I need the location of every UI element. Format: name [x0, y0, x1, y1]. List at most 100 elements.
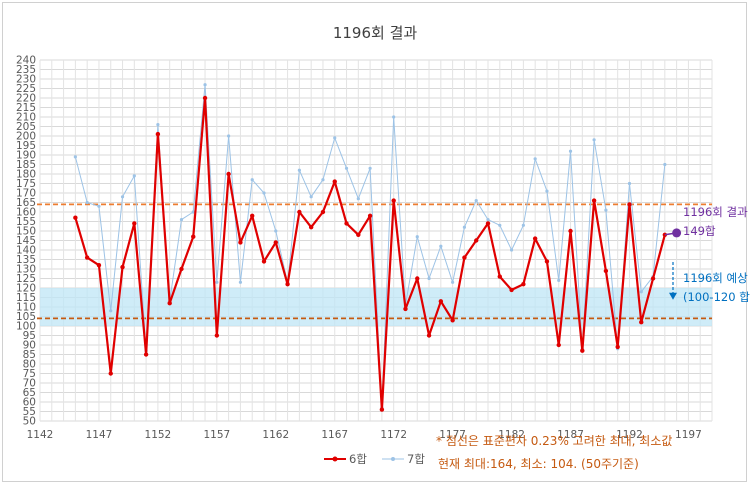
y-tick-label: 215: [16, 102, 36, 114]
series-7-point: [533, 157, 537, 161]
series-7-point: [333, 136, 337, 140]
series-6-point: [285, 282, 290, 287]
series-6-point: [379, 407, 385, 412]
series-6-point: [73, 215, 78, 220]
series-6-point: [297, 209, 302, 215]
series-6-point: [474, 238, 479, 243]
y-tick-label: 235: [16, 64, 36, 76]
series-7-point: [663, 162, 667, 167]
series-6-point: [226, 171, 231, 177]
series-6-point: [639, 320, 644, 325]
series-7-point: [427, 276, 431, 281]
series-7-point: [215, 280, 219, 284]
series-7-point: [238, 280, 243, 284]
series-6-point: [591, 198, 597, 203]
series-6-point: [155, 131, 161, 137]
series-7-point: [309, 195, 313, 199]
y-tick-label: 130: [16, 264, 36, 276]
y-tick-label: 195: [16, 140, 36, 152]
series-6-point: [438, 299, 444, 304]
series-7-point: [451, 280, 455, 284]
series-6-point: [332, 179, 337, 184]
result-label: 1196회 결과: [683, 205, 748, 219]
series-6-point: [273, 240, 278, 245]
series-7-point: [462, 225, 467, 229]
y-tick-label: 240: [16, 55, 36, 67]
series-7-point: [604, 208, 608, 212]
x-tick-label: 1162: [262, 429, 289, 441]
series-6-point: [615, 344, 620, 350]
series-6-point: [544, 259, 550, 264]
series-6-point: [521, 282, 526, 287]
series-7-point: [250, 178, 254, 182]
y-tick-label: 110: [16, 302, 36, 314]
series-7-point: [474, 199, 478, 203]
series-7-point: [415, 235, 419, 239]
series-7-point: [498, 223, 502, 227]
legend-label-6: 6합: [349, 452, 367, 466]
legend-label-7: 7합: [407, 452, 425, 466]
series-6-point: [580, 348, 585, 353]
y-tick-label: 55: [23, 406, 36, 418]
series-6-point: [191, 234, 196, 239]
x-tick-label: 1172: [380, 429, 407, 441]
series-6-point: [556, 342, 561, 348]
x-tick-label: 1167: [321, 429, 348, 441]
series-7-point: [156, 123, 160, 127]
series-7-point: [627, 181, 632, 186]
y-tick-label: 145: [16, 235, 36, 247]
series-7-point: [191, 210, 195, 214]
y-tick-label: 230: [16, 74, 36, 86]
series-7-point: [344, 166, 349, 170]
series-7-point: [392, 115, 396, 119]
chart-title: 1196회 결과: [332, 24, 418, 42]
series-7-point: [97, 204, 101, 208]
legend-marker-6: [332, 456, 338, 462]
x-tick-label: 1147: [86, 429, 113, 441]
series-7-point: [73, 155, 77, 159]
y-tick-label: 170: [16, 188, 36, 200]
series-7-point: [297, 168, 301, 172]
legend-marker-7: [391, 457, 395, 461]
y-tick-label: 200: [16, 131, 36, 143]
series-6-point: [650, 276, 656, 281]
y-tick-label: 60: [23, 397, 36, 409]
series-7-point: [592, 138, 596, 142]
x-tick-label: 1152: [145, 429, 172, 441]
note-line-2: 현재 최대:164, 최소: 104. (50주기준): [438, 457, 639, 471]
series-7-point: [545, 189, 549, 193]
y-tick-label: 160: [16, 207, 36, 219]
series-6-point: [120, 264, 125, 270]
series-7-point: [120, 195, 125, 199]
series-7-point: [509, 248, 514, 252]
y-tick-label: 115: [16, 292, 36, 304]
series-6-point: [132, 221, 137, 226]
y-tick-label: 155: [16, 216, 36, 228]
series-6-point: [509, 287, 514, 293]
y-tick-label: 85: [23, 349, 36, 361]
series-6-point: [167, 301, 172, 306]
result-value-label: 149합: [683, 224, 716, 238]
series-6-point: [485, 221, 491, 226]
y-tick-label: 140: [16, 245, 36, 257]
series-7-point: [356, 197, 360, 201]
series-7-point: [568, 149, 573, 153]
series-6-point: [367, 213, 373, 218]
forecast-range-label: (100-120 합): [683, 290, 750, 304]
y-tick-label: 180: [16, 169, 36, 181]
series-7-point: [557, 278, 561, 282]
series-7-point: [227, 134, 231, 138]
y-tick-label: 95: [23, 330, 36, 342]
x-tick-label: 1142: [27, 429, 54, 441]
series-6-point: [391, 198, 396, 203]
series-6-point: [426, 333, 432, 338]
x-tick-label: 1187: [557, 429, 584, 441]
y-tick-label: 220: [16, 93, 36, 105]
series-6-point: [415, 276, 420, 281]
result-point: [672, 228, 682, 238]
y-tick-label: 90: [23, 340, 36, 352]
series-6-point: [143, 352, 149, 357]
x-tick-label: 1177: [439, 429, 466, 441]
series-7-point: [639, 290, 643, 294]
